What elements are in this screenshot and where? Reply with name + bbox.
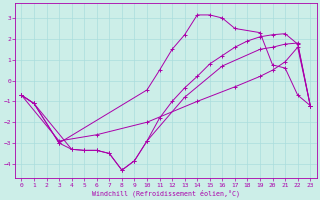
X-axis label: Windchill (Refroidissement éolien,°C): Windchill (Refroidissement éolien,°C) (92, 189, 240, 197)
